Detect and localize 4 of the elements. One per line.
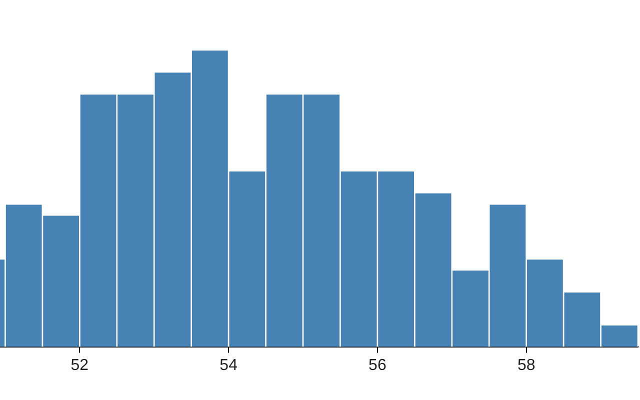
x-tick-label: 56 <box>368 356 386 374</box>
x-tick-label: 54 <box>220 356 238 374</box>
x-tick-label: 58 <box>517 356 536 374</box>
x-tick-label: 52 <box>70 356 89 374</box>
